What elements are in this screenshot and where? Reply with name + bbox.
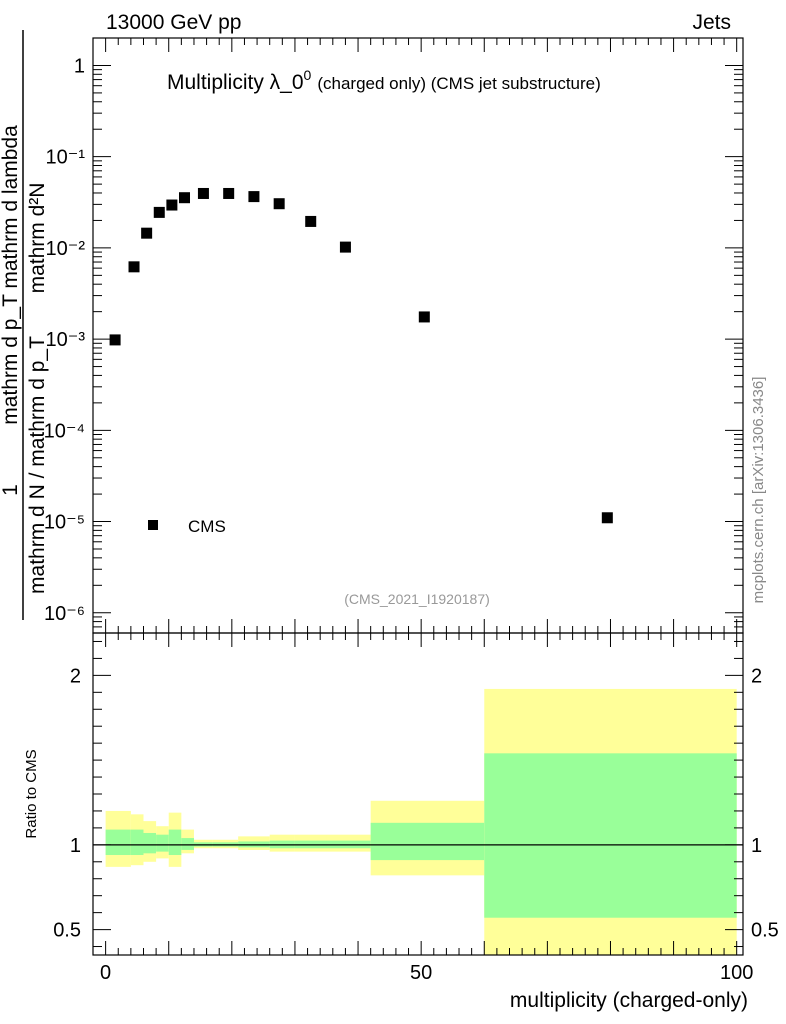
data-point: [179, 192, 191, 204]
data-point: [153, 206, 165, 218]
data-point: [305, 215, 317, 227]
main-y-tick-label: 1: [74, 55, 85, 77]
legend-marker: [148, 520, 158, 530]
analysis-tag: (CMS_2021_I1920187): [344, 591, 490, 607]
ratio-y-tick-label-left: 0.5: [53, 920, 81, 942]
ratio-y-tick-label-right: 2: [751, 665, 762, 687]
main-y-tick-label: 10⁻³: [46, 329, 86, 351]
ratio-inner-band: [370, 822, 485, 861]
data-point: [339, 241, 351, 253]
tick-labels: 1 10⁻¹ 10⁻² 10⁻³ 10⁻⁴ 10⁻⁵ 10⁻⁶ 0.5 0.5 1 1 2 2 0 50 10…: [44, 55, 779, 984]
main-y-tick-label: 10⁻⁶: [44, 603, 85, 625]
main-y-tick-label: 10⁻²: [46, 238, 86, 260]
ratio-y-tick-label-left: 1: [70, 835, 81, 857]
data-point: [223, 187, 235, 199]
ratio-y-tick-label-right: 0.5: [751, 920, 779, 942]
x-axis-label: multiplicity (charged-only): [510, 989, 748, 1012]
data-point: [273, 198, 285, 210]
ratio-inner-band: [484, 753, 737, 918]
main-y-tick-label: 10⁻⁵: [44, 512, 85, 534]
data-point: [141, 227, 153, 239]
x-tick-label: 100: [720, 962, 753, 984]
data-point: [109, 334, 121, 346]
legend-label-cms: CMS: [188, 517, 226, 536]
category-label: Jets: [692, 11, 731, 34]
ratio-y-tick-label-right: 1: [751, 835, 762, 857]
y-label-numerator: mathrm d²N: [26, 183, 49, 294]
ratio-inner-band: [130, 829, 144, 856]
cms-data-markers: [109, 187, 613, 524]
main-y-tick-label: 10⁻⁴: [44, 420, 85, 442]
y-label-denominator: mathrm d p_T mathrm d lambda: [0, 125, 22, 425]
y-label-prefactor-denominator: mathrm d N / mathrm d p_T: [26, 336, 49, 594]
ratio-inner-band: [143, 832, 157, 854]
ratio-inner-band: [156, 834, 169, 852]
ratio-uncertainty-bands: [105, 688, 737, 955]
ratio-inner-band: [168, 829, 182, 856]
data-point: [197, 187, 209, 199]
y-label-prefactor: 1: [0, 484, 22, 496]
ratio-inner-band: [105, 829, 131, 856]
main-y-axis-label: mathrm d²N mathrm d p_T mathrm d lambda …: [0, 30, 49, 620]
data-point: [128, 261, 140, 273]
data-point: [248, 191, 260, 203]
chart-title: Multiplicity λ_00 (charged only) (CMS jet…: [167, 67, 601, 94]
side-label: mcplots.cern.ch [arXiv:1306.3436]: [750, 377, 767, 604]
ratio-y-label: Ratio to CMS: [23, 749, 40, 838]
x-tick-label: 50: [410, 962, 432, 984]
main-panel-frame: [92, 37, 744, 634]
ratio-inner-band: [181, 838, 194, 850]
energy-label: 13000 GeV pp: [106, 11, 241, 34]
x-tick-label: 0: [100, 962, 111, 984]
data-point: [166, 199, 178, 211]
main-y-tick-label: 10⁻¹: [46, 147, 86, 169]
data-point: [418, 311, 430, 323]
ratio-y-tick-label-left: 2: [70, 665, 81, 687]
data-point: [601, 512, 613, 524]
